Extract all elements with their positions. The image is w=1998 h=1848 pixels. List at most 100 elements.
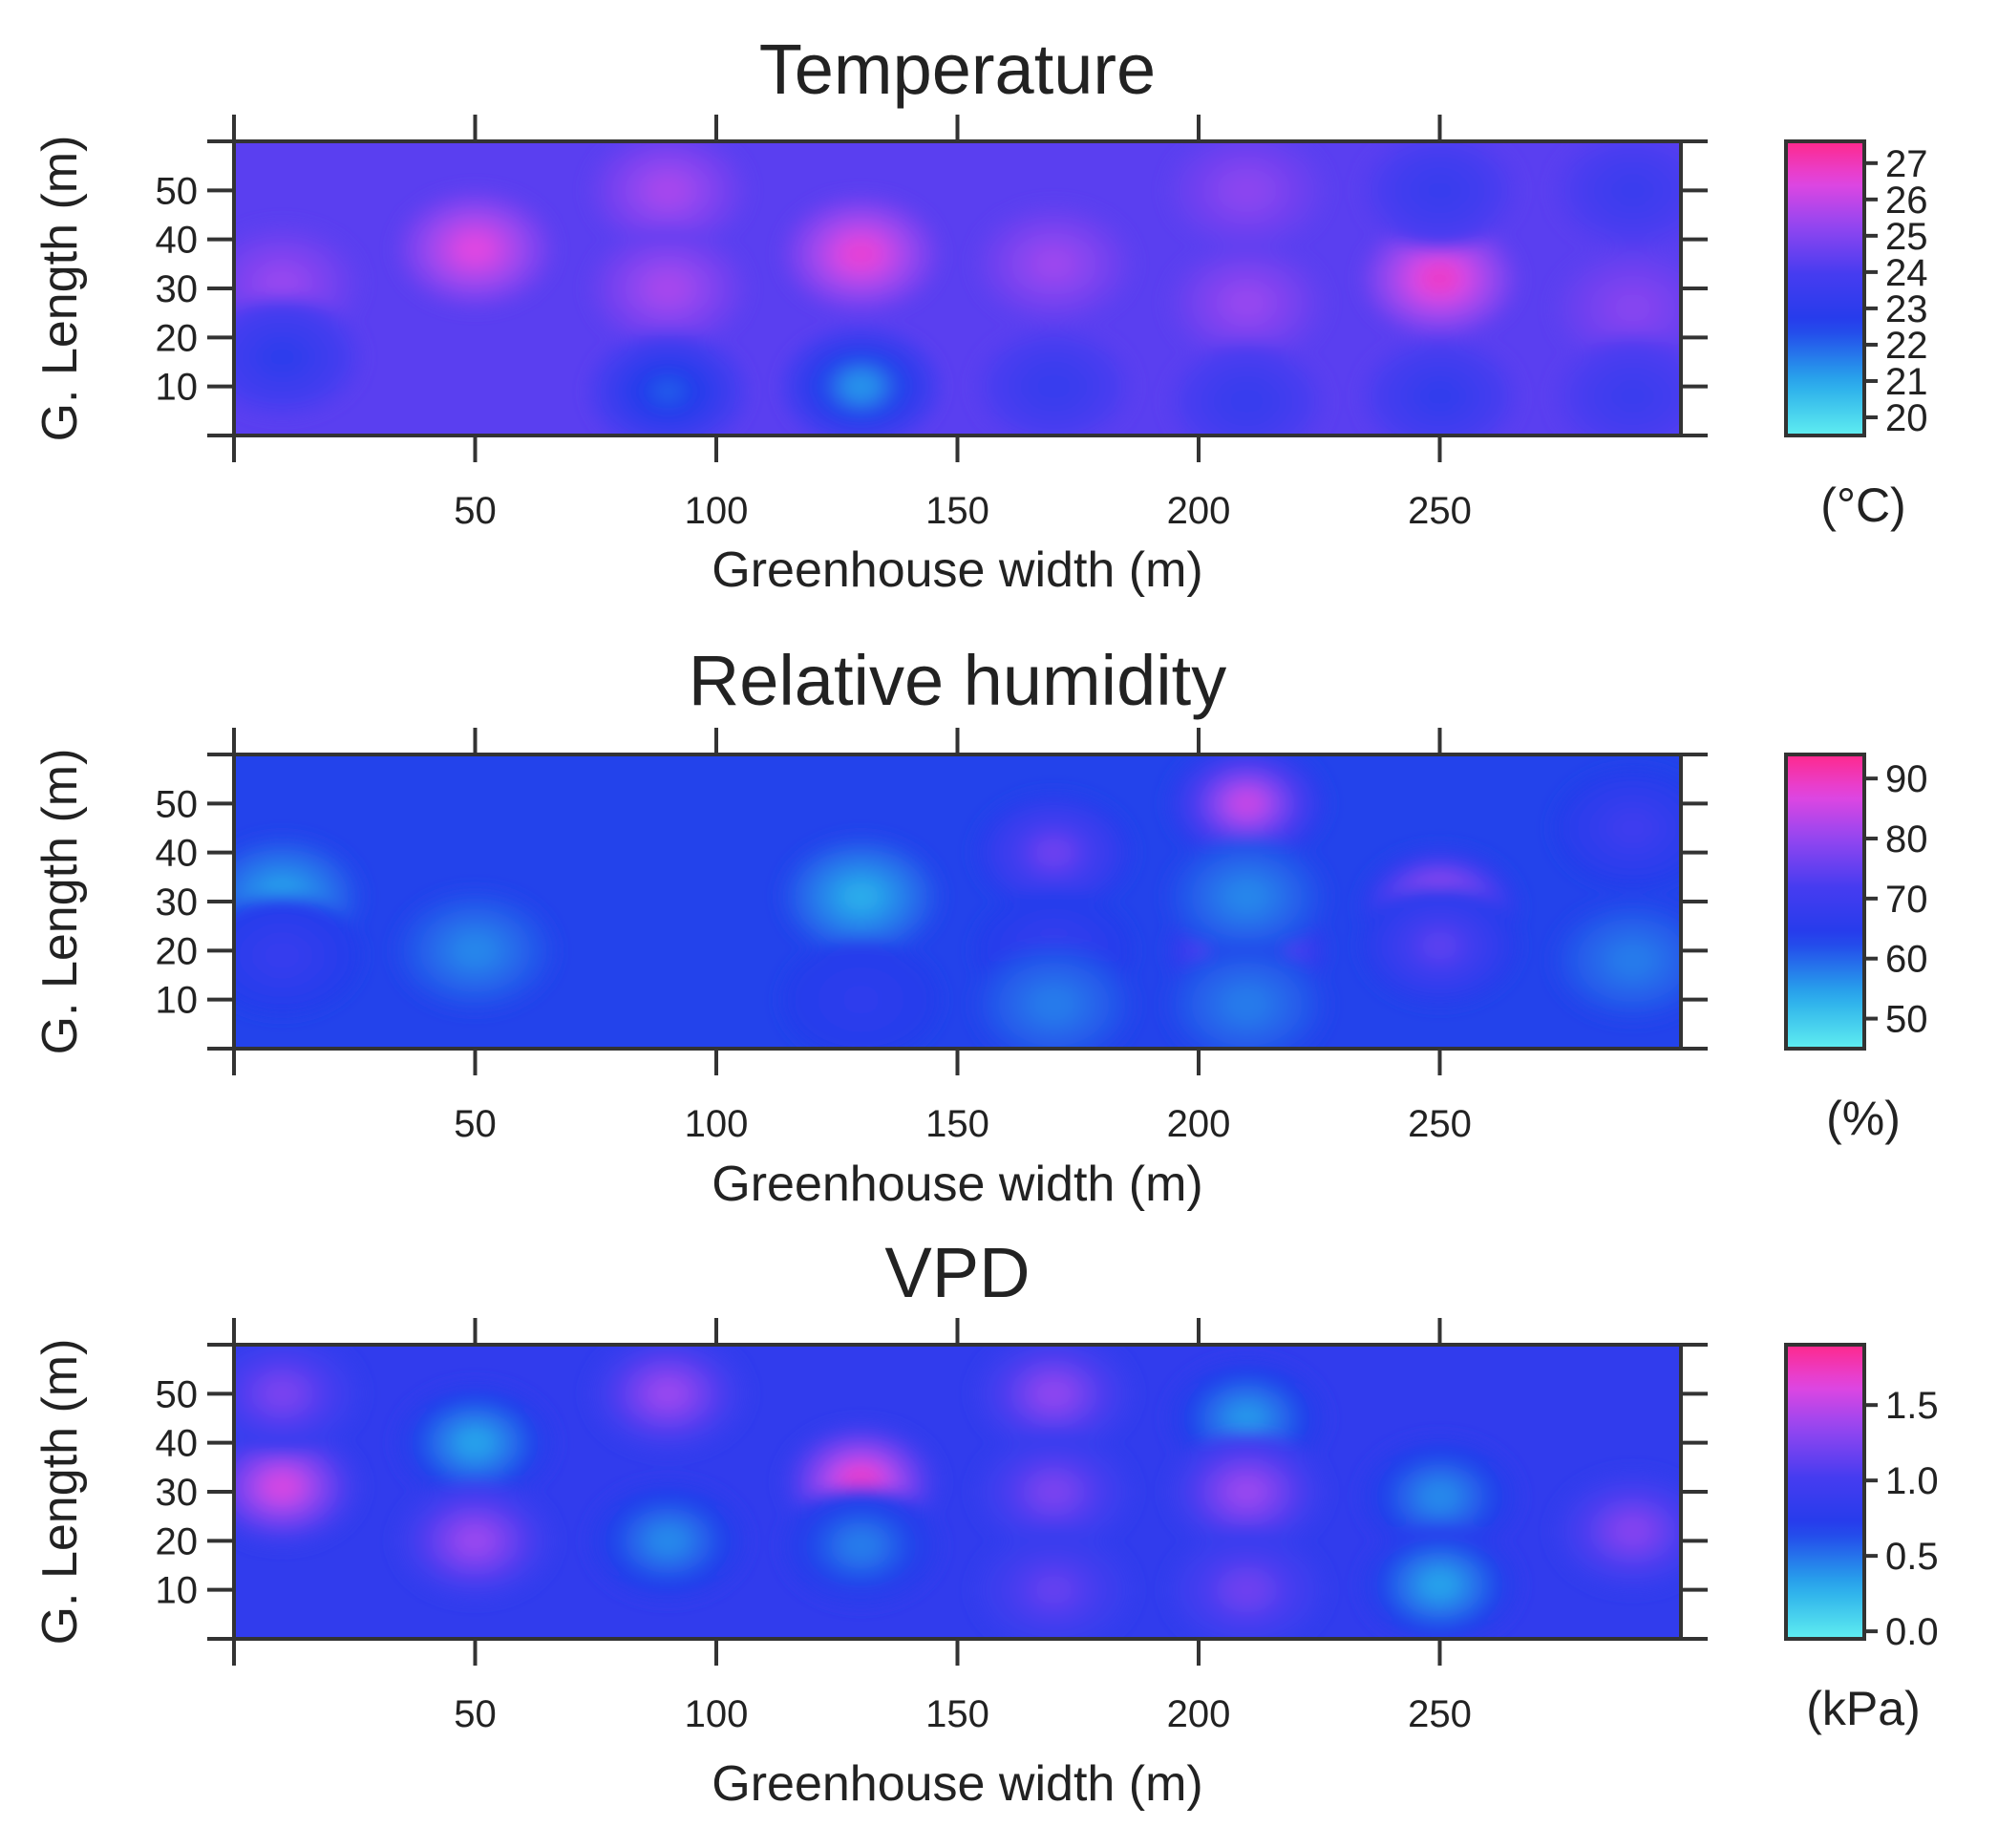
y-tick-label: 40 — [156, 1423, 199, 1465]
x-tick-label: 50 — [454, 490, 497, 532]
x-tick-label: 200 — [1167, 1693, 1231, 1735]
hotspot-13-ring-1 — [1421, 265, 1458, 293]
heatmap — [234, 754, 1681, 1049]
x-tick-label: 250 — [1408, 1693, 1472, 1735]
y-tick-label: 20 — [156, 317, 199, 359]
colorbar-bar — [1784, 139, 1866, 437]
hotspots — [234, 754, 1681, 1049]
hotspot-7-ring-1 — [1035, 990, 1073, 1019]
x-tick-label: 250 — [1408, 1103, 1472, 1145]
colorbar-tick-label: 26 — [1885, 180, 1928, 222]
hotspot-2-ring-1 — [457, 936, 494, 965]
hotspot-12-ring-1 — [1228, 1477, 1265, 1506]
colorbar-unit: (kPa) — [1806, 1682, 1920, 1735]
hotspot-11-ring-1 — [1228, 288, 1265, 318]
colorbar-tick-label: 20 — [1885, 397, 1928, 439]
x-tick-label: 50 — [454, 1103, 497, 1145]
hotspot-3-ring-1 — [649, 176, 687, 204]
hotspot-7-ring-1 — [842, 1531, 880, 1561]
x-tick-label: 100 — [685, 1103, 749, 1145]
x-axis-label: Greenhouse width (m) — [712, 1756, 1202, 1812]
x-tick-label: 100 — [685, 1693, 749, 1735]
colorbar-tick-label: 22 — [1885, 325, 1928, 367]
heatmap — [234, 1345, 1681, 1639]
y-axis-label: G. Length (m) — [32, 136, 88, 442]
y-tick-label: 40 — [156, 220, 199, 262]
colorbar-tick-label: 0.5 — [1885, 1536, 1939, 1578]
hotspots — [234, 1345, 1681, 1639]
y-tick-label: 50 — [156, 170, 199, 212]
x-axis-label: Greenhouse width (m) — [712, 542, 1202, 598]
panel-title: VPD — [884, 1233, 1030, 1312]
colorbar-tick-label: 0.0 — [1885, 1611, 1939, 1653]
hotspot-8-ring-1 — [1035, 1379, 1073, 1409]
y-tick-label: 10 — [156, 367, 199, 409]
y-tick-label: 30 — [156, 882, 199, 924]
panel-0: Temperature 50 100 150 200 250 10 20 30 40 50 Green… — [32, 30, 1928, 598]
hotspot-14-ring-1 — [1421, 176, 1458, 204]
x-tick-label: 150 — [925, 1103, 989, 1145]
x-tick-label: 200 — [1167, 490, 1231, 532]
hotspot-1-ring-1 — [264, 1379, 301, 1409]
colorbar-tick-label: 27 — [1885, 143, 1928, 185]
panel-title: Temperature — [759, 30, 1156, 109]
colorbar-unit: (%) — [1826, 1092, 1901, 1145]
x-tick-label: 100 — [685, 490, 749, 532]
hotspot-17-ring-1 — [1614, 176, 1651, 204]
colorbar-bar — [1784, 1343, 1866, 1641]
x-tick-label: 200 — [1167, 1103, 1231, 1145]
y-tick-label: 20 — [156, 1520, 199, 1562]
hotspot-16-ring-1 — [1614, 293, 1651, 323]
hotspot-2-ring-1 — [457, 1429, 494, 1457]
hotspot-10-ring-1 — [1035, 1576, 1073, 1604]
y-axis-label: G. Length (m) — [32, 749, 88, 1055]
x-tick-label: 250 — [1408, 490, 1472, 532]
hotspot-13-ring-1 — [1228, 1576, 1265, 1604]
y-tick-label: 20 — [156, 930, 199, 972]
hotspot-10-ring-1 — [1228, 176, 1265, 204]
panel-1: Relative humidity 50 100 150 200 250 10 20 30 40 5… — [32, 641, 1928, 1212]
hotspot-0-ring-1 — [264, 269, 301, 298]
colorbar-tick-label: 1.5 — [1885, 1385, 1939, 1427]
y-tick-label: 30 — [156, 1472, 199, 1514]
y-tick-label: 30 — [156, 268, 199, 310]
hotspot-14-ring-1 — [1614, 814, 1651, 842]
y-tick-label: 10 — [156, 980, 199, 1022]
hotspot-1-ring-1 — [264, 343, 301, 372]
colorbar-tick-label: 60 — [1885, 939, 1928, 981]
hotspot-15-ring-1 — [1421, 382, 1458, 411]
y-tick-label: 10 — [156, 1570, 199, 1612]
hotspot-4-ring-1 — [649, 1379, 687, 1409]
x-tick-label: 150 — [925, 1693, 989, 1735]
hotspot-10-ring-1 — [1228, 882, 1265, 911]
hotspot-18-ring-1 — [1614, 382, 1651, 411]
y-tick-label: 40 — [156, 833, 199, 875]
hotspot-0-ring-1 — [264, 1473, 301, 1501]
hotspot-8-ring-1 — [1228, 789, 1265, 818]
colorbar: 0.0 0.5 1.0 1.5 (kPa) — [1784, 1343, 1939, 1735]
colorbar-tick-label: 90 — [1885, 758, 1928, 800]
hotspot-16-ring-1 — [1614, 1517, 1651, 1545]
hotspot-9-ring-1 — [1035, 372, 1073, 401]
hotspot-8-ring-1 — [1035, 249, 1073, 279]
colorbar-tick-label: 24 — [1885, 252, 1928, 294]
colorbar-tick-label: 50 — [1885, 999, 1928, 1041]
colorbar-unit: (°C) — [1820, 478, 1905, 532]
hotspot-5-ring-1 — [649, 377, 687, 406]
hotspot-1-ring-1 — [264, 941, 301, 970]
hotspot-9-ring-1 — [1035, 1477, 1073, 1506]
heatmap — [234, 141, 1681, 435]
hotspot-7-ring-1 — [842, 372, 880, 401]
hotspot-11-ring-1 — [1228, 1404, 1265, 1433]
hotspot-3-ring-1 — [842, 882, 880, 911]
hotspots — [234, 141, 1681, 435]
hotspot-2-ring-1 — [457, 235, 494, 264]
hotspot-14-ring-1 — [1421, 1482, 1458, 1511]
panel-title: Relative humidity — [689, 641, 1226, 720]
hotspot-12-ring-1 — [1228, 387, 1265, 415]
colorbar-tick-label: 1.0 — [1885, 1460, 1939, 1502]
colorbar-bar — [1784, 753, 1866, 1051]
colorbar-tick-label: 25 — [1885, 216, 1928, 258]
hotspot-3-ring-1 — [457, 1526, 494, 1556]
